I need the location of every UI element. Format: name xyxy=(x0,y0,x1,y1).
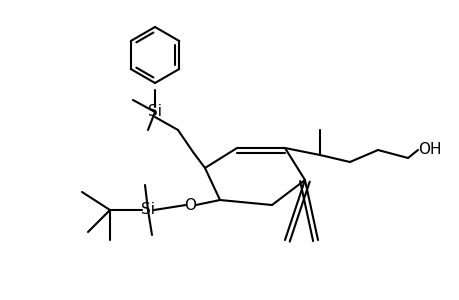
Text: O: O xyxy=(184,197,196,212)
Text: Si: Si xyxy=(148,104,162,119)
Text: Si: Si xyxy=(141,202,155,217)
Text: OH: OH xyxy=(417,142,441,158)
